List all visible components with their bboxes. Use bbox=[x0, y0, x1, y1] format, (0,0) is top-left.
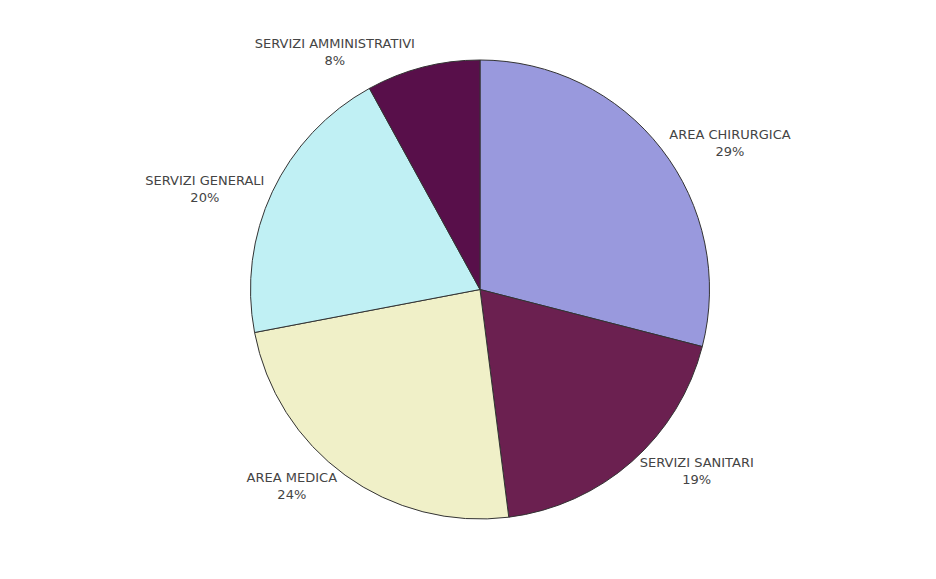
svg-text:AREA CHIRURGICA29%: AREA CHIRURGICA29% bbox=[669, 127, 790, 159]
svg-text:AREA MEDICA24%: AREA MEDICA24% bbox=[247, 470, 338, 502]
svg-text:SERVIZI GENERALI20%: SERVIZI GENERALI20% bbox=[145, 173, 264, 205]
svg-text:SERVIZI AMMINISTRATIVI8%: SERVIZI AMMINISTRATIVI8% bbox=[255, 36, 415, 68]
svg-text:SERVIZI SANITARI19%: SERVIZI SANITARI19% bbox=[640, 455, 754, 487]
